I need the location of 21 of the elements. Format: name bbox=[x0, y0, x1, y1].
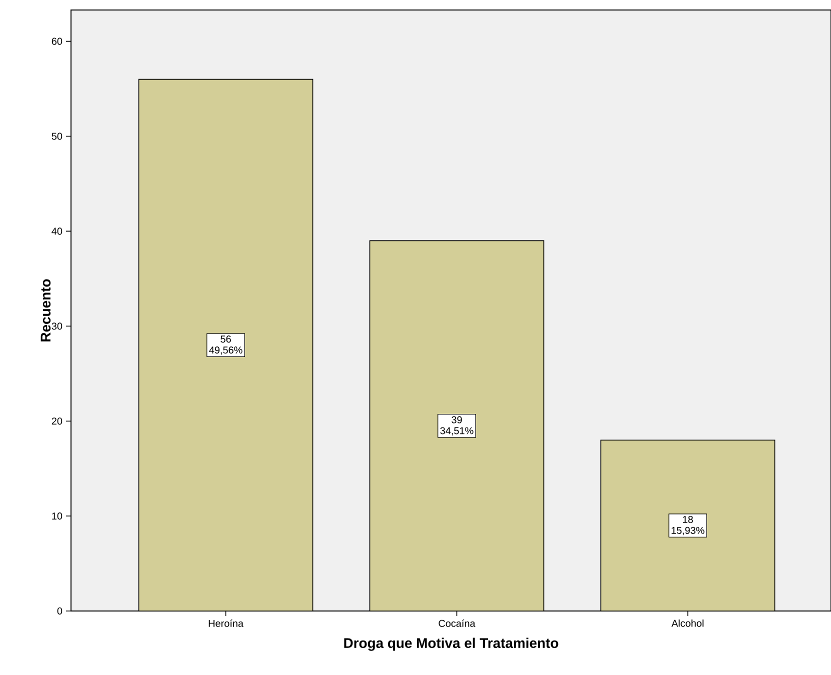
annotation: 15,93% bbox=[672, 526, 704, 536]
bar bbox=[369, 240, 544, 611]
bar bbox=[138, 79, 313, 611]
y-tick-label: 10 bbox=[52, 512, 62, 520]
annotation: 49,56% bbox=[209, 346, 242, 355]
y-tick-label: 50 bbox=[52, 132, 62, 140]
y-tick-label: 40 bbox=[52, 228, 62, 235]
bar bbox=[600, 440, 776, 611]
y-tick-label: 0 bbox=[57, 607, 62, 615]
y-tick-label: 30 bbox=[52, 322, 62, 330]
y-axis-title: Recuento bbox=[40, 279, 51, 342]
x-tick-label: Cocaína bbox=[438, 619, 476, 627]
x-axis-title: Droga que Motiva el Tratamiento bbox=[344, 638, 558, 651]
annotation: 34,51% bbox=[440, 427, 474, 436]
y-tick-label: 60 bbox=[52, 38, 62, 45]
y-tick-label: 20 bbox=[52, 418, 62, 425]
data-label: 56 bbox=[220, 336, 231, 343]
data-label: 18 bbox=[683, 516, 693, 523]
x-tick-label: Alcohol bbox=[671, 620, 704, 627]
data-label: 39 bbox=[452, 416, 462, 424]
x-tick-label: Heroína bbox=[208, 619, 244, 627]
